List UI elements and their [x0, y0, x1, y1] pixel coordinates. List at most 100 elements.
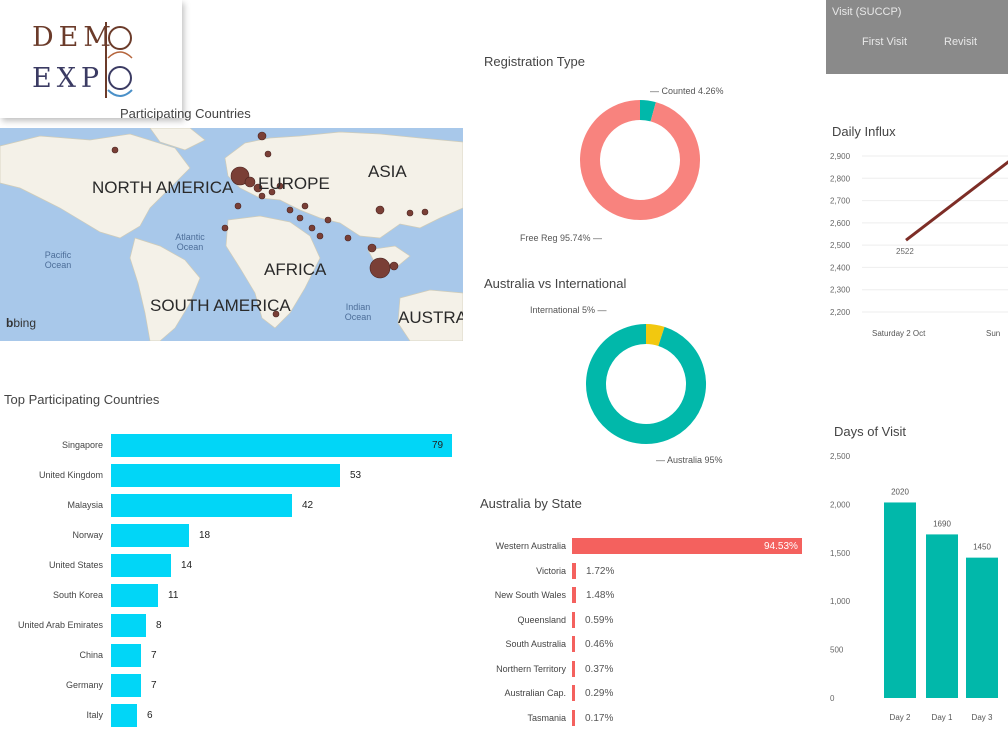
country-bar-value: 53: [350, 470, 362, 481]
country-bar[interactable]: [111, 494, 292, 517]
state-bar-label: Queensland: [517, 614, 566, 625]
map-ocean-indian-text: Indian Ocean: [344, 302, 372, 322]
daily-point-label: 2522: [896, 247, 914, 256]
logo-line-2: EXP: [32, 63, 105, 94]
country-bar[interactable]: [111, 524, 189, 547]
state-bar-label: Northern Territory: [496, 663, 566, 674]
map-ocean-pacific-text: Pacific Ocean: [44, 250, 72, 270]
state-bar[interactable]: [572, 538, 802, 554]
state-bar-value: 0.46%: [585, 639, 614, 650]
country-bar[interactable]: [111, 464, 340, 487]
registration-title: Registration Type: [484, 54, 585, 69]
daily-series-line[interactable]: [905, 156, 1008, 242]
state-bar[interactable]: [572, 587, 576, 603]
daily-y-tick: 2,400: [830, 263, 851, 272]
state-bar[interactable]: [572, 709, 575, 726]
days-bar-value: 2020: [891, 487, 909, 496]
country-bar-value: 18: [199, 530, 211, 541]
country-bar[interactable]: [111, 644, 141, 667]
participants-map[interactable]: NORTH AMERICA EUROPE ASIA AFRICA SOUTH A…: [0, 128, 463, 341]
country-bar-label: China: [79, 650, 103, 660]
country-bar-value: 14: [181, 560, 193, 571]
country-bar-label: Norway: [72, 530, 103, 540]
state-bar[interactable]: [572, 685, 575, 701]
daily-y-tick: 2,300: [830, 286, 851, 295]
state-bar[interactable]: [572, 660, 575, 677]
aus-intl-slice-international[interactable]: [645, 324, 665, 347]
visit-summary-col-revisit: Revisit: [944, 36, 978, 48]
visit-summary-card: Visit (SUCCP) First Visit Revisit: [826, 0, 1008, 74]
days-bar[interactable]: [884, 502, 916, 698]
state-bar[interactable]: [572, 611, 575, 628]
registration-donut-chart[interactable]: [560, 80, 760, 250]
days-y-tick: 2,000: [830, 500, 851, 509]
country-bar[interactable]: [111, 674, 141, 697]
map-ocean-indian: Indian Ocean: [338, 302, 378, 322]
days-bar-value: 1450: [973, 543, 991, 552]
registration-label-free: Free Reg 95.74% —: [520, 233, 603, 243]
logo-emblem-icon: [105, 22, 133, 98]
daily-y-tick: 2,500: [830, 241, 851, 250]
days-y-tick: 1,500: [830, 549, 851, 558]
country-bar-value: 7: [151, 650, 157, 661]
state-bar-value: 94.53%: [764, 541, 798, 552]
visit-summary-col-first: First Visit: [862, 36, 908, 48]
logo-line-1: DEM: [32, 22, 117, 53]
daily-influx-line-chart[interactable]: 2,900 2,800 2,700 2,600 2,500 2,400 2,300 2,200…: [826, 146, 1008, 346]
state-bar-label: Western Australia: [495, 541, 566, 551]
map-ocean-atlantic: Atlantic Ocean: [168, 232, 212, 252]
country-bar-label: Italy: [86, 710, 103, 720]
country-bar[interactable]: [111, 584, 158, 607]
days-y-tick: 1,000: [830, 597, 851, 606]
map-ocean-atlantic-text: Atlantic Ocean: [175, 232, 205, 252]
map-label-europe: EUROPE: [258, 174, 330, 193]
bing-logo-text: bing: [13, 316, 37, 330]
country-markers: [111, 131, 429, 318]
country-bar-label: United Arab Emirates: [17, 620, 103, 630]
country-bar-value: 8: [156, 620, 162, 631]
state-bar-value: 1.72%: [586, 565, 615, 577]
state-bar[interactable]: [572, 562, 576, 579]
country-bar-label: Malaysia: [67, 500, 103, 510]
aus-intl-label-international: International 5% —: [530, 305, 607, 315]
daily-x-label: Saturday 2 Oct: [872, 329, 926, 338]
country-bar[interactable]: [111, 434, 452, 457]
map-label-africa-text: AFRICA: [264, 260, 327, 279]
state-bar-value: 0.29%: [585, 688, 614, 699]
country-bar-label: Singapore: [61, 440, 103, 450]
daily-influx-title: Daily Influx: [832, 124, 896, 139]
map-label-north-america: NORTH AMERICA: [92, 178, 233, 197]
days-y-tick: 0: [830, 694, 835, 703]
country-bar[interactable]: [111, 614, 146, 637]
aus-intl-donut-chart[interactable]: [566, 298, 726, 463]
daily-y-tick: 2,200: [830, 308, 851, 317]
visit-summary-title: Visit (SUCCP): [832, 6, 902, 18]
country-bar[interactable]: [111, 704, 137, 727]
state-bar-value: 0.17%: [585, 712, 614, 724]
map-label-australia: AUSTRA: [398, 308, 463, 327]
days-bar[interactable]: [966, 557, 998, 698]
state-bar[interactable]: [572, 636, 575, 652]
top-countries-title: Top Participating Countries: [4, 392, 160, 407]
map-label-australia-text: AUSTRA: [398, 308, 463, 327]
map-label-asia: ASIA: [368, 162, 407, 181]
registration-slice-free-reg[interactable]: [580, 100, 700, 220]
registration-slice-counted[interactable]: [639, 100, 656, 122]
states-title: Australia by State: [480, 496, 582, 511]
country-bar[interactable]: [111, 554, 171, 577]
top-countries-bar-chart[interactable]: Singapore 79 United Kingdom 53 Malaysia 42 Nor…: [0, 0, 470, 753]
country-bar-value: 79: [432, 440, 444, 451]
states-bar-chart[interactable]: Western Australia 94.53% Victoria 1.72% New …: [0, 0, 810, 753]
map-title: Participating Countries: [120, 106, 251, 121]
state-bar-value: 0.59%: [585, 614, 614, 626]
days-y-tick: 2,500: [830, 452, 851, 461]
days-bar-value: 1690: [933, 519, 951, 528]
days-visit-bar-chart[interactable]: 2,500 2,000 1,500 1,000 500 0 2020 Day 2 1690 Day…: [826, 446, 1008, 731]
aus-intl-slice-australia[interactable]: [586, 324, 706, 444]
days-bar[interactable]: [926, 534, 958, 698]
state-bar-label: South Australia: [505, 639, 566, 649]
map-land-shapes: [0, 128, 463, 341]
daily-y-tick: 2,900: [830, 152, 851, 161]
country-bar-value: 7: [151, 680, 157, 691]
state-bar-value: 0.37%: [585, 663, 614, 675]
